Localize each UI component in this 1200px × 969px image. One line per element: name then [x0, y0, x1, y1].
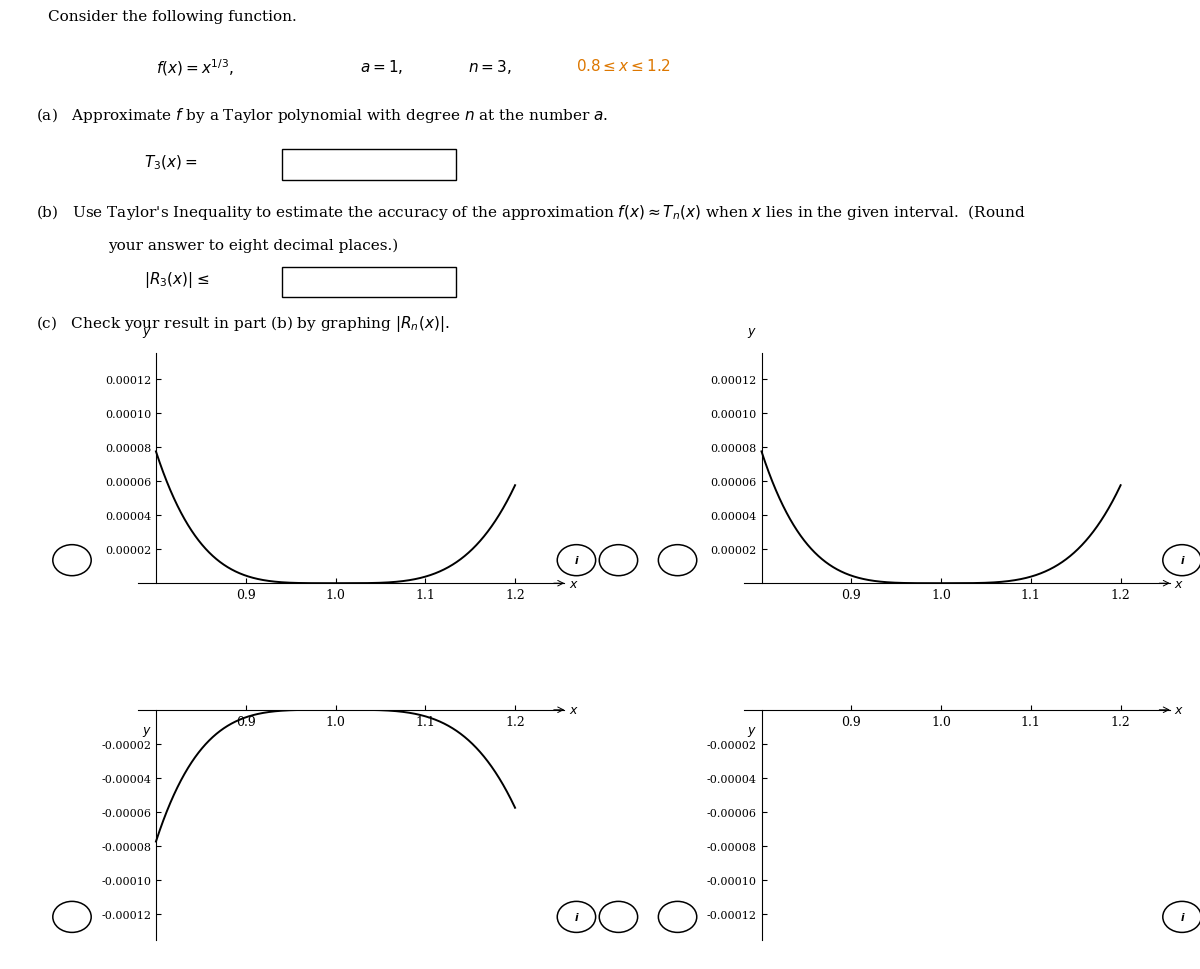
Text: (c)   Check your result in part (b) by graphing $|R_n(x)|.$: (c) Check your result in part (b) by gra… — [36, 313, 449, 333]
Text: i: i — [575, 912, 578, 922]
Text: $x$: $x$ — [569, 703, 578, 716]
Text: $x$: $x$ — [1175, 703, 1184, 716]
Text: $x$: $x$ — [569, 578, 578, 590]
Text: i: i — [1181, 912, 1183, 922]
Text: $n = 3,$: $n = 3,$ — [468, 57, 511, 76]
Text: i: i — [1181, 555, 1183, 566]
FancyBboxPatch shape — [282, 150, 456, 180]
Text: $x$: $x$ — [1175, 578, 1184, 590]
Text: $a = 1,$: $a = 1,$ — [360, 57, 403, 76]
Text: $y$: $y$ — [142, 724, 151, 737]
Text: i: i — [575, 555, 578, 566]
Text: $0.8 \leq x \leq 1.2$: $0.8 \leq x \leq 1.2$ — [576, 57, 670, 74]
Text: your answer to eight decimal places.): your answer to eight decimal places.) — [108, 238, 398, 253]
Text: $|R_3(x)| \leq$: $|R_3(x)| \leq$ — [144, 270, 209, 290]
Text: $y$: $y$ — [748, 724, 757, 737]
Text: Consider the following function.: Consider the following function. — [48, 10, 296, 23]
Text: $f(x) = x^{1/3},$: $f(x) = x^{1/3},$ — [156, 57, 234, 78]
Text: (a)   Approximate $f$ by a Taylor polynomial with degree $n$ at the number $a.$: (a) Approximate $f$ by a Taylor polynomi… — [36, 106, 608, 124]
Text: $y$: $y$ — [142, 326, 151, 340]
Text: $T_3(x) =$: $T_3(x) =$ — [144, 153, 198, 172]
Text: $y$: $y$ — [748, 326, 757, 340]
FancyBboxPatch shape — [282, 267, 456, 298]
Text: (b)   Use Taylor's Inequality to estimate the accuracy of the approximation $f(x: (b) Use Taylor's Inequality to estimate … — [36, 203, 1025, 222]
